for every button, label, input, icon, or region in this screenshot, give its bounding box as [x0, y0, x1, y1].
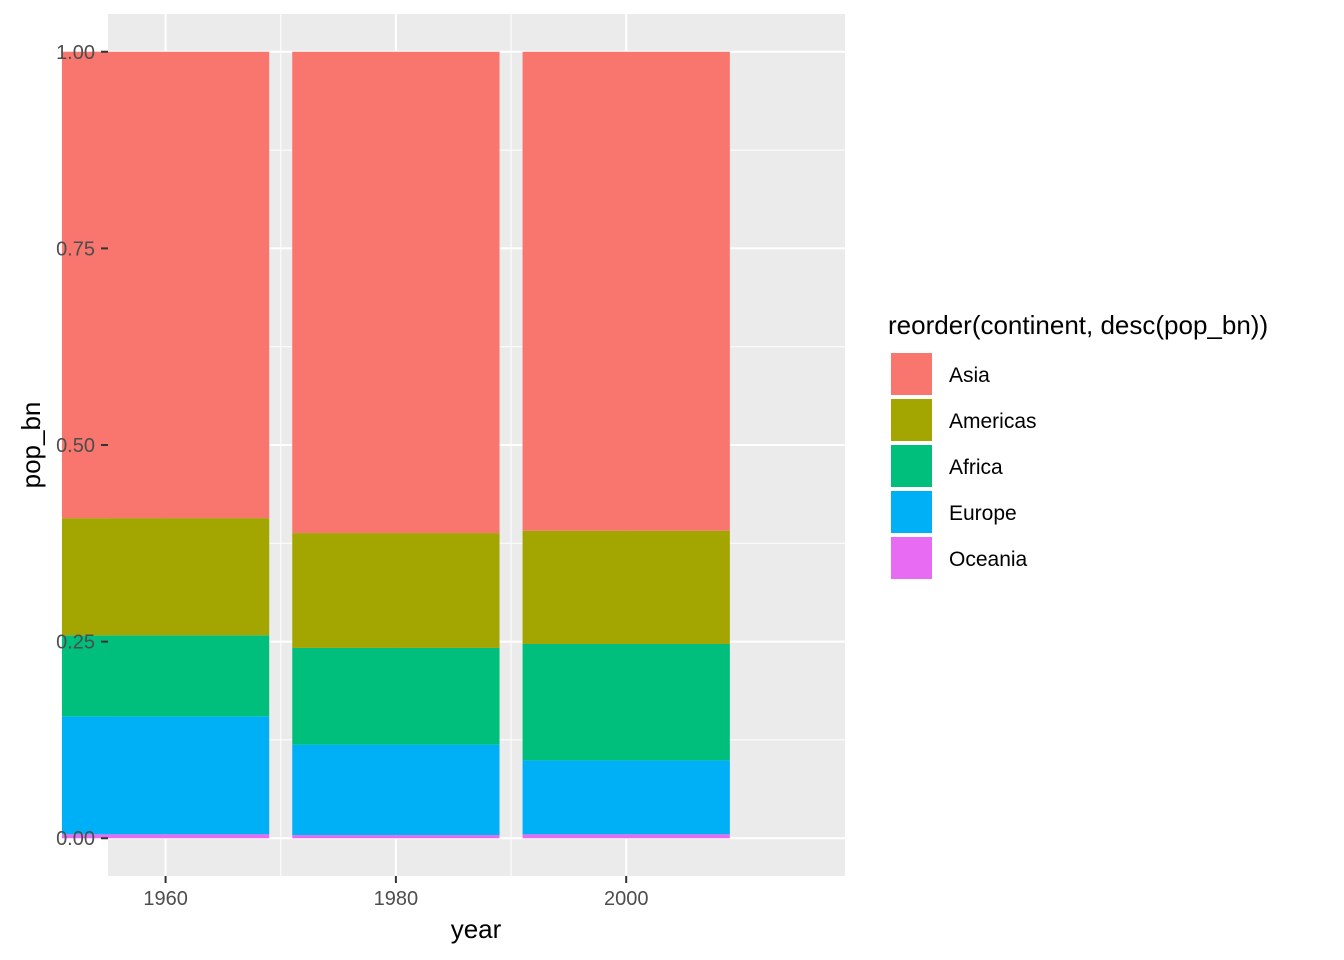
x-axis-title: year: [451, 914, 502, 944]
legend-label-asia: Asia: [949, 364, 990, 387]
legend-key-asia: [889, 351, 934, 397]
y-axis: 0.00 0.25 0.50 0.75 1.00: [56, 42, 108, 850]
bar-americas-2000: [522, 530, 730, 644]
bar-americas-1980: [292, 533, 500, 648]
bar-oceania-1980: [292, 835, 500, 839]
bar-africa-1960: [61, 635, 270, 717]
y-axis-title: pop_bn: [16, 402, 46, 489]
legend: reorder(continent, desc(pop_bn)) Asia Ame…: [888, 310, 1268, 581]
x-tick-label: 1960: [143, 888, 188, 910]
x-tick-label: 2000: [604, 888, 649, 910]
bar-europe-1980: [292, 744, 500, 836]
bar-europe-1960: [61, 716, 270, 835]
bar-asia-1960: [61, 51, 270, 519]
legend-label-americas: Americas: [949, 410, 1037, 433]
legend-title: reorder(continent, desc(pop_bn)): [888, 310, 1268, 340]
bars: [61, 51, 730, 839]
bar-asia-1980: [292, 51, 500, 534]
legend-label-africa: Africa: [949, 456, 1003, 479]
y-tick-label: 1.00: [56, 42, 95, 64]
bar-asia-2000: [522, 51, 730, 531]
bar-oceania-1960: [61, 834, 270, 839]
legend-label-oceania: Oceania: [949, 548, 1028, 571]
legend-label-europe: Europe: [949, 502, 1017, 525]
legend-key-oceania: [889, 535, 934, 581]
legend-key-europe: [889, 489, 934, 535]
bar-africa-2000: [522, 643, 730, 761]
x-axis: 1960 1980 2000: [143, 876, 648, 910]
legend-key-africa: [889, 443, 934, 489]
bar-africa-1980: [292, 647, 500, 745]
legend-key-americas: [889, 397, 934, 443]
y-tick-label: 0.00: [56, 828, 95, 850]
y-tick-label: 0.75: [56, 238, 95, 260]
y-tick-label: 0.50: [56, 435, 95, 457]
bar-europe-2000: [522, 760, 730, 835]
x-tick-label: 1980: [374, 888, 419, 910]
y-tick-label: 0.25: [56, 632, 95, 654]
bar-americas-1960: [61, 518, 270, 636]
bar-oceania-2000: [522, 834, 730, 839]
